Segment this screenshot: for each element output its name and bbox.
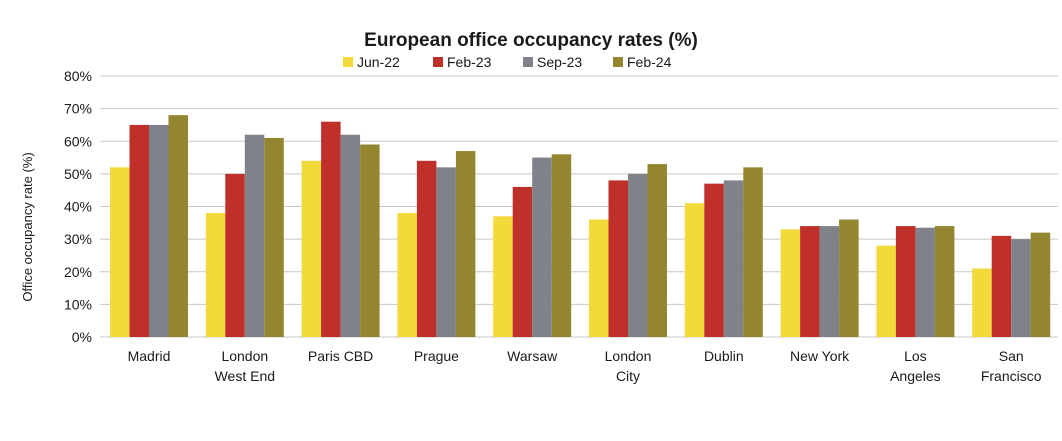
bar-feb-24 <box>455 151 476 337</box>
x-tick-label: London <box>605 348 652 364</box>
bar-feb-23 <box>225 173 245 337</box>
x-tick-label: Prague <box>414 348 459 364</box>
legend-label: Sep-23 <box>537 54 582 70</box>
bar-sep-23 <box>244 134 265 337</box>
x-tick-label: London <box>221 348 268 364</box>
bar-jun-22 <box>205 213 226 337</box>
bar-feb-24 <box>934 226 955 337</box>
legend-label: Feb-24 <box>627 54 672 70</box>
bar-jun-22 <box>301 160 322 337</box>
x-tick-label: New York <box>790 348 850 364</box>
bar-sep-23 <box>628 173 648 337</box>
y-tick-label: 50% <box>64 166 92 182</box>
bar-feb-23 <box>512 186 533 337</box>
bar-feb-23 <box>321 121 341 337</box>
x-axis-labels: Madrid London West End Paris CBD Prague Warsa… <box>128 348 1042 384</box>
bar-feb-24 <box>360 144 380 337</box>
bar-sep-23 <box>532 157 552 337</box>
bar-sep-23 <box>819 226 840 337</box>
bar-jun-22 <box>684 203 705 337</box>
x-tick-label: San <box>999 348 1024 364</box>
bars <box>110 115 1051 338</box>
y-tick-label: 20% <box>64 264 92 280</box>
bar-feb-23 <box>800 226 820 337</box>
bar-feb-24 <box>839 219 859 337</box>
y-tick-label: 40% <box>64 199 92 215</box>
bar-sep-23 <box>436 167 456 337</box>
bar-sep-23 <box>915 227 935 337</box>
bar-jun-22 <box>780 229 801 337</box>
y-tick-label: 0% <box>72 329 92 345</box>
y-tick-label: 80% <box>64 68 92 84</box>
bar-jun-22 <box>397 213 417 337</box>
y-tick-label: 60% <box>64 133 92 149</box>
x-tick-label: City <box>616 368 640 384</box>
bar-jun-22 <box>493 216 513 337</box>
x-tick-label: Francisco <box>981 368 1042 384</box>
x-tick-label: Los <box>904 348 927 364</box>
x-tick-label: Paris CBD <box>308 348 373 364</box>
bar-feb-24 <box>647 164 667 337</box>
legend-swatch <box>523 57 533 67</box>
bar-jun-22 <box>589 219 609 337</box>
legend-swatch <box>343 57 353 67</box>
bar-feb-24 <box>551 154 572 337</box>
legend-label: Feb-23 <box>447 54 492 70</box>
y-tick-label: 70% <box>64 101 92 117</box>
x-tick-label: Warsaw <box>507 348 558 364</box>
x-tick-label: Angeles <box>890 368 941 384</box>
bar-feb-24 <box>264 137 284 337</box>
bar-jun-22 <box>972 268 992 337</box>
legend-label: Jun-22 <box>357 54 400 70</box>
bar-jun-22 <box>110 167 130 337</box>
bar-feb-23 <box>608 180 628 337</box>
legend-swatch <box>613 57 623 67</box>
bar-feb-23 <box>895 226 916 337</box>
bar-feb-23 <box>991 235 1012 337</box>
bar-sep-23 <box>340 134 361 337</box>
bar-feb-23 <box>416 160 437 337</box>
bar-feb-24 <box>1030 232 1051 337</box>
bar-feb-23 <box>704 183 724 337</box>
bar-sep-23 <box>149 124 169 337</box>
y-tick-label: 30% <box>64 231 92 247</box>
bar-sep-23 <box>1011 239 1031 337</box>
x-tick-label: Dublin <box>704 348 744 364</box>
x-tick-label: Madrid <box>128 348 171 364</box>
legend-swatch <box>433 57 443 67</box>
y-tick-label: 10% <box>64 296 92 312</box>
bar-feb-24 <box>743 167 763 337</box>
legend: Jun-22 Feb-23 Sep-23 Feb-24 <box>343 54 672 70</box>
bar-jun-22 <box>876 245 896 337</box>
y-axis-title: Office occupancy rate (%) <box>20 152 35 301</box>
x-tick-label: West End <box>215 368 275 384</box>
bar-feb-24 <box>168 115 188 338</box>
chart-title: European office occupancy rates (%) <box>364 30 698 51</box>
bar-sep-23 <box>723 180 744 337</box>
bar-feb-23 <box>129 124 149 337</box>
y-axis-ticks: 0% 10% 20% 30% 40% 50% 60% 70% 80% <box>64 68 92 345</box>
